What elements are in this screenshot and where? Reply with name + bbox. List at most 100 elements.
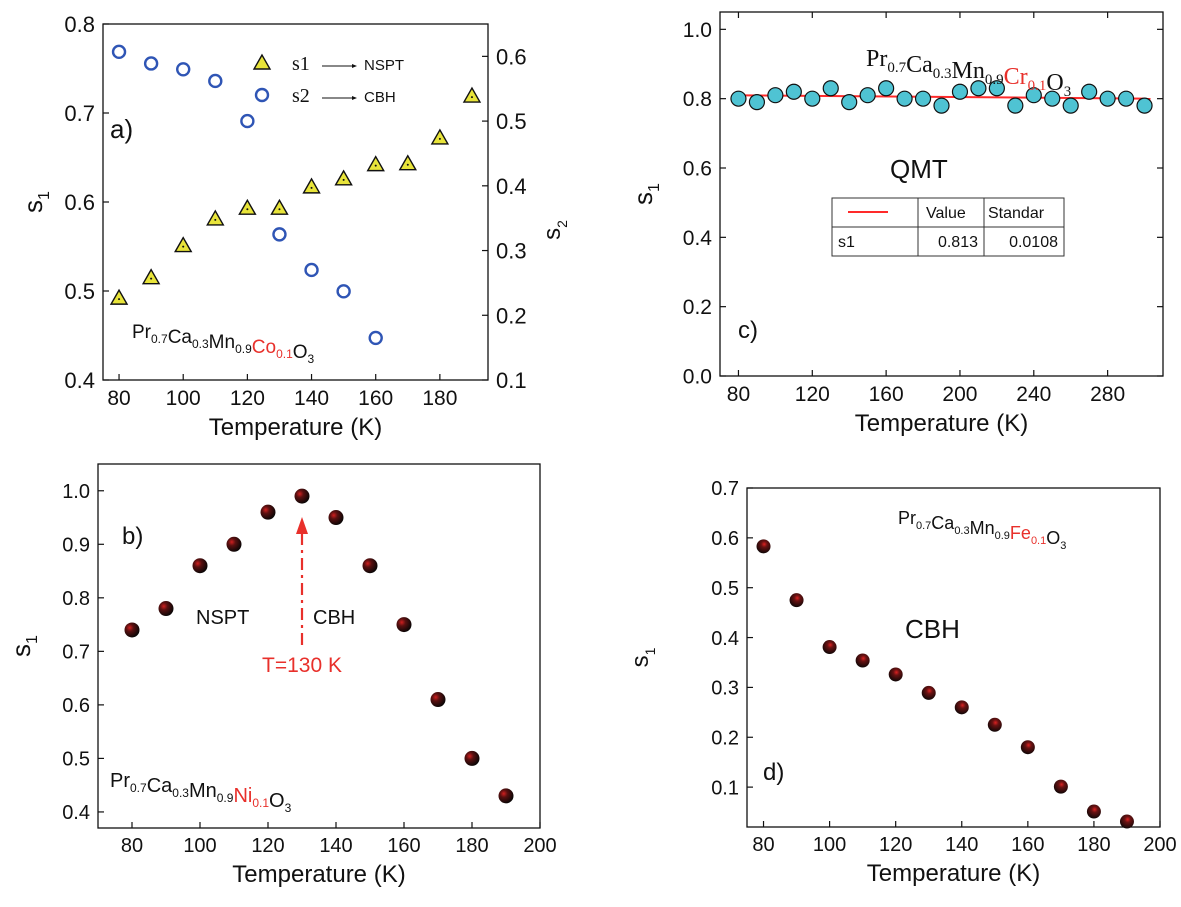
data-point <box>855 653 870 668</box>
data-point-s1 <box>366 155 385 172</box>
data-point <box>1007 97 1024 114</box>
data-point-s2 <box>176 62 191 77</box>
x-axis-label: Temperature (K) <box>867 860 1040 887</box>
data-point <box>841 94 858 111</box>
x-tick-label: 240 <box>1016 383 1051 406</box>
data-point <box>878 80 895 97</box>
data-point <box>921 685 936 700</box>
y2-tick-label: 0.4 <box>496 174 527 199</box>
panel-d-chart: 80 100 120 140 160 180 200 0.1 0.2 0.3 0.4 0.5 0.6 0.… <box>627 478 1177 887</box>
y-tick-label: 0.5 <box>62 749 90 771</box>
data-point <box>888 667 903 682</box>
y-tick-label: 0.2 <box>711 727 739 749</box>
data-point <box>730 90 747 107</box>
legend-arrow-head <box>352 96 357 100</box>
annotation-nspt: NSPT <box>196 607 249 629</box>
arrow-label: T=130 K <box>262 654 342 677</box>
legend-marker-s2 <box>254 87 270 103</box>
x-tick-label: 80 <box>752 834 774 856</box>
y-tick-label: 0.6 <box>711 528 739 550</box>
data-point-s1 <box>302 177 321 194</box>
data-point <box>396 617 412 633</box>
y-tick-label: 0.4 <box>711 628 739 650</box>
legend-model-label: NSPT <box>364 57 404 74</box>
plot-frame <box>102 23 489 381</box>
data-point <box>789 593 804 608</box>
data-point-s1-dot <box>246 208 249 211</box>
data-point <box>260 504 276 520</box>
x-tick-label: 100 <box>166 387 201 410</box>
data-point-s1-dot <box>374 164 377 167</box>
data-point-s1 <box>109 288 129 305</box>
y2-tick-label: 0.6 <box>496 44 527 69</box>
data-point <box>294 488 310 504</box>
data-point-s2 <box>143 56 159 71</box>
data-point <box>954 700 969 715</box>
panel-label: c) <box>738 317 758 344</box>
data-point-s2 <box>304 262 319 278</box>
x-tick-label: 200 <box>942 383 977 406</box>
y2-tick-label: 0.3 <box>496 239 527 264</box>
data-point <box>498 788 514 804</box>
data-point-s1 <box>462 86 482 103</box>
data-point-s1-dot <box>406 163 409 166</box>
x-tick-label: 160 <box>387 835 420 857</box>
data-point <box>987 717 1002 732</box>
fit-table-header: Standar <box>988 205 1045 222</box>
data-point-s1 <box>174 236 193 253</box>
data-point <box>914 90 932 107</box>
y-tick-label: 0.5 <box>64 279 95 304</box>
legend-marker-s1 <box>252 53 272 70</box>
x-tick-label: 160 <box>358 387 393 410</box>
x-tick-label: 160 <box>869 383 904 406</box>
x-tick-label: 120 <box>795 383 830 406</box>
y-axis-label: s1 <box>628 183 663 205</box>
data-point <box>1117 90 1135 107</box>
x-tick-label: 280 <box>1090 383 1125 406</box>
compound-formula: Pr0.7Ca0.3Mn0.9Cr0.1O3 <box>866 46 1071 100</box>
y-tick-label: 1.0 <box>62 481 90 503</box>
data-point-s1-dot <box>470 96 473 99</box>
data-point <box>1062 97 1079 114</box>
data-point <box>767 87 784 104</box>
data-point-s2 <box>336 284 351 299</box>
data-point-s1-dot <box>310 186 313 189</box>
legend-label: s2 <box>292 85 310 107</box>
y-tick-label: 0.6 <box>62 695 90 717</box>
compound-formula: Pr0.7Ca0.3Mn0.9Fe0.1O3 <box>898 508 1066 552</box>
y-tick-label: 0.6 <box>64 190 95 215</box>
x-tick-label: 200 <box>1143 834 1176 856</box>
data-point-s1 <box>334 169 353 186</box>
data-point <box>158 601 174 617</box>
panel-label: b) <box>122 523 143 550</box>
y-tick-label: 0.9 <box>62 534 90 556</box>
data-point <box>192 558 208 574</box>
y-axis-label: s1 <box>627 647 658 667</box>
data-point <box>464 750 480 766</box>
y-tick-label: 0.8 <box>64 12 95 37</box>
compound-formula: Pr0.7Ca0.3Mn0.9Co0.1O3 <box>132 322 315 366</box>
panel-c-chart: 80 120 160 200 240 280 0.0 0.2 0.4 0.6 0.8 1.0 Tempe… <box>628 11 1164 437</box>
data-point-s1-dot <box>182 245 185 248</box>
fit-table-cell: 0.0108 <box>1009 234 1058 251</box>
data-point <box>1044 90 1061 107</box>
data-point <box>1119 814 1134 829</box>
data-point <box>859 87 876 104</box>
data-point <box>804 90 821 107</box>
fit-table-header: Value <box>926 205 966 222</box>
data-point <box>970 80 987 97</box>
data-point-s2 <box>208 73 223 89</box>
y-tick-label: 0.4 <box>64 368 95 393</box>
fit-line <box>732 94 1151 100</box>
data-point <box>896 90 913 107</box>
data-point <box>1025 87 1042 104</box>
y-axis-label: s1 <box>6 635 41 657</box>
y-tick-label: 0.0 <box>683 366 712 389</box>
y-tick-label: 1.0 <box>683 19 712 42</box>
data-point <box>1081 83 1098 100</box>
data-point-s2 <box>240 113 255 129</box>
data-point-s2 <box>368 330 383 346</box>
y2-tick-label: 0.1 <box>496 368 527 393</box>
panel-label: d) <box>763 759 784 786</box>
